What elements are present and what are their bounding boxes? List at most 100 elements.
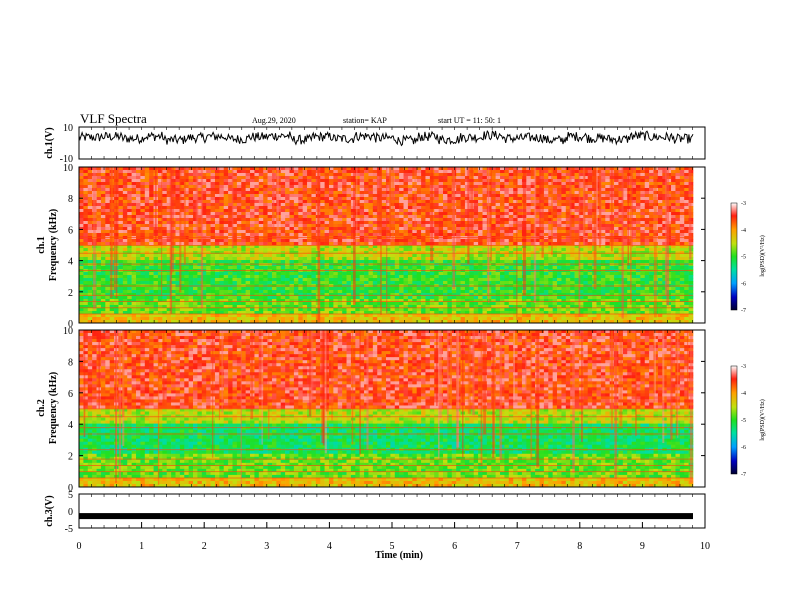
spectrogram-cell xyxy=(328,212,334,216)
spectrogram-cell xyxy=(627,209,632,213)
spectrogram-cell xyxy=(508,248,514,252)
spectrogram-cell xyxy=(184,257,189,261)
spectrogram-cell xyxy=(258,248,264,252)
spectrogram-cell xyxy=(131,263,137,267)
spectrogram-cell xyxy=(87,200,93,204)
spectrogram-cell xyxy=(381,170,387,174)
spectrogram-cell xyxy=(157,215,163,219)
spectrogram-cell xyxy=(201,260,207,264)
spectrogram-cell xyxy=(83,173,89,177)
spectrogram-cell xyxy=(666,242,672,246)
spectrogram-cell xyxy=(548,254,553,258)
spectrogram-cell xyxy=(245,221,251,225)
spectrogram-cell xyxy=(583,173,589,177)
spectrogram-cell xyxy=(482,227,488,231)
spectrogram-cell xyxy=(557,194,562,198)
spectrogram-cell xyxy=(543,230,549,234)
spectrogram-cell xyxy=(679,176,685,180)
spectrogram-cell xyxy=(210,194,216,198)
spectrogram-cell xyxy=(464,206,470,210)
spectrogram-cell xyxy=(495,251,501,255)
spectrogram-cell xyxy=(219,221,225,225)
spectrogram-cell xyxy=(684,170,689,174)
spectrogram-cell xyxy=(416,200,422,204)
spectrogram-cell xyxy=(342,173,347,177)
spectrogram-cell xyxy=(250,251,255,255)
spectrogram-cell xyxy=(368,194,374,198)
spectrogram-cell xyxy=(328,188,334,192)
spectrogram-cell xyxy=(640,215,646,219)
spectrogram-cell xyxy=(666,206,672,210)
spectrogram-cell xyxy=(311,242,317,246)
spectrogram-cell xyxy=(671,188,676,192)
spectrogram-cell xyxy=(657,248,663,252)
spectrogram-cell xyxy=(105,233,110,237)
spectrogram-cell xyxy=(399,251,404,255)
spectrogram-cell xyxy=(460,212,466,216)
spectrogram-cell xyxy=(675,173,681,177)
spectrogram-cell xyxy=(162,221,168,225)
spectrogram-cell xyxy=(600,239,606,243)
spectrogram-cell xyxy=(311,191,317,195)
spectrogram-cell xyxy=(390,248,396,252)
spectrogram-cell xyxy=(175,182,181,186)
spectrogram-cell xyxy=(280,176,286,180)
spectrogram-cell xyxy=(649,179,654,183)
spectrogram-cell xyxy=(679,200,685,204)
spectrogram-cell xyxy=(473,200,479,204)
spectrogram-cell xyxy=(666,254,672,258)
spectrogram-cell xyxy=(193,251,198,255)
spectrogram-cell xyxy=(359,179,365,183)
spectrogram-cell xyxy=(482,176,488,180)
spectrogram-cell xyxy=(438,197,444,201)
spectrogram-cell xyxy=(478,170,483,174)
spectrogram-cell xyxy=(298,221,303,225)
spectrogram-cell xyxy=(166,215,172,219)
spectrogram-cell xyxy=(622,248,628,252)
spectrogram-cell xyxy=(464,182,470,186)
spectrogram-cell xyxy=(289,176,295,180)
spectrogram-cell xyxy=(684,179,689,183)
spectrogram-cell xyxy=(175,194,181,198)
spectrogram-cell xyxy=(245,203,251,207)
spectrogram-cell xyxy=(149,221,154,225)
spectrogram-cell xyxy=(254,203,260,207)
spectrogram-cell xyxy=(618,227,624,231)
spectrogram-cell xyxy=(535,182,540,186)
spectrogram-cell xyxy=(206,233,211,237)
spectrogram-cell xyxy=(144,254,150,258)
spectrogram-cell xyxy=(403,185,409,189)
spectrogram-cell xyxy=(386,176,391,180)
spectrogram-cell xyxy=(403,179,409,183)
spectrogram-cell xyxy=(197,185,203,189)
spectrogram-cell xyxy=(188,257,194,261)
spectrogram-cell xyxy=(289,179,295,183)
spectrogram-cell xyxy=(635,248,641,252)
spectrogram-cell xyxy=(386,215,391,219)
spectrogram-cell xyxy=(298,191,303,195)
spectrogram-cell xyxy=(666,191,672,195)
spectrogram-cell xyxy=(403,257,409,261)
spectrogram-cell xyxy=(302,221,308,225)
spectrogram-cell xyxy=(258,224,264,228)
spectrogram-cell xyxy=(149,176,154,180)
spectrogram-cell xyxy=(416,263,422,267)
spectrogram-cell xyxy=(193,221,198,225)
spectrogram-cell xyxy=(193,224,198,228)
spectrogram-cell xyxy=(241,176,246,180)
spectrogram-cell xyxy=(206,257,211,261)
spectrogram-cell xyxy=(614,224,619,228)
spectrogram-cell xyxy=(179,188,185,192)
spectrogram-cell xyxy=(565,203,571,207)
spectrogram-cell xyxy=(359,227,365,231)
spectrogram-cell xyxy=(657,233,663,237)
spectrogram-cell xyxy=(561,212,567,216)
spectrogram-cell xyxy=(679,167,685,171)
spectrogram-cell xyxy=(201,245,207,249)
spectrogram-cell xyxy=(250,188,255,192)
spectrogram-cell xyxy=(122,221,128,225)
spectrogram-cell xyxy=(447,227,453,231)
spectrogram-cell xyxy=(355,266,360,270)
spectrogram-cell xyxy=(83,224,89,228)
